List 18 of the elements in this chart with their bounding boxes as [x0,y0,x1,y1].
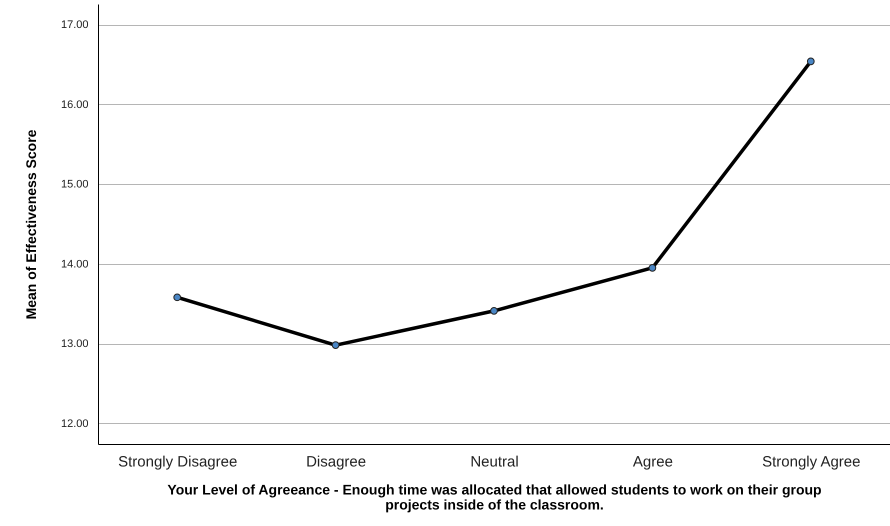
point [490,307,498,315]
y-tick-label: 16.00 [60,98,88,111]
x-tick-label: Agree [632,454,673,470]
x-axis-title: Your Level of Agreeance - Enough time was allocated that allowed students to work on their group projects inside of the classroom. [167,482,822,512]
x-tick-label: Strongly Disagree [118,454,238,470]
y-tick-label: 14.00 [60,258,88,270]
y-tick-label: 12.00 [60,418,88,430]
y-tick-label: 13.00 [60,338,88,350]
y-tick-label: 17.00 [60,19,88,32]
point [173,293,182,302]
point [806,58,815,66]
x-tick-label: Neutral [470,454,519,470]
y-axis-title: Mean of Effectiveness Score [22,129,39,320]
x-tick-label: Disagree [306,454,366,470]
x-tick-label: Strongly Agree [762,454,861,470]
point [332,341,340,350]
y-tick-label: 15.00 [60,178,88,191]
point [648,264,656,272]
